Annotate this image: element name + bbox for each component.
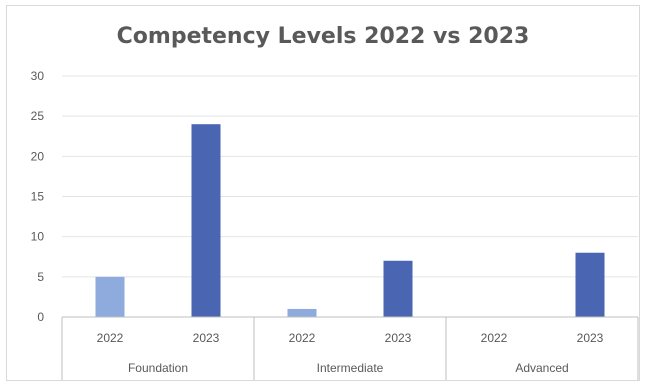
x-group-label: Intermediate: [317, 361, 384, 375]
bar-intermediate-2022: [287, 308, 317, 317]
chart-title: Competency Levels 2022 vs 2023: [116, 24, 530, 49]
bar-advanced-2023: [575, 252, 605, 317]
bars: [95, 124, 605, 317]
x-group-label: Foundation: [128, 361, 188, 375]
x-category-label: 2022: [97, 331, 124, 345]
x-group-label: Advanced: [515, 361, 568, 375]
x-category-label: 2022: [481, 331, 508, 345]
x-category-label: 2022: [289, 331, 316, 345]
x-category-label: 2023: [577, 331, 604, 345]
bar-foundation-2022: [95, 276, 125, 317]
bar-foundation-2023: [191, 124, 221, 317]
category-axis: 2022 2023 Foundation 2022 2023 Intermediate 20…: [61, 316, 639, 380]
y-tick-label: 20: [31, 149, 45, 163]
x-category-label: 2023: [385, 331, 412, 345]
y-tick-label: 5: [37, 270, 44, 284]
y-tick-label: 15: [31, 190, 45, 204]
y-tick-label: 25: [31, 109, 45, 123]
chart-frame: [6, 5, 640, 381]
y-tick-label: 30: [31, 69, 45, 83]
y-axis-ticks: 0 5 10 15 20 25 30: [31, 69, 45, 324]
y-tick-label: 10: [31, 230, 45, 244]
x-category-label: 2023: [193, 331, 220, 345]
y-tick-label: 0: [37, 310, 44, 324]
gridlines: [62, 75, 638, 278]
bar-intermediate-2023: [383, 260, 413, 317]
